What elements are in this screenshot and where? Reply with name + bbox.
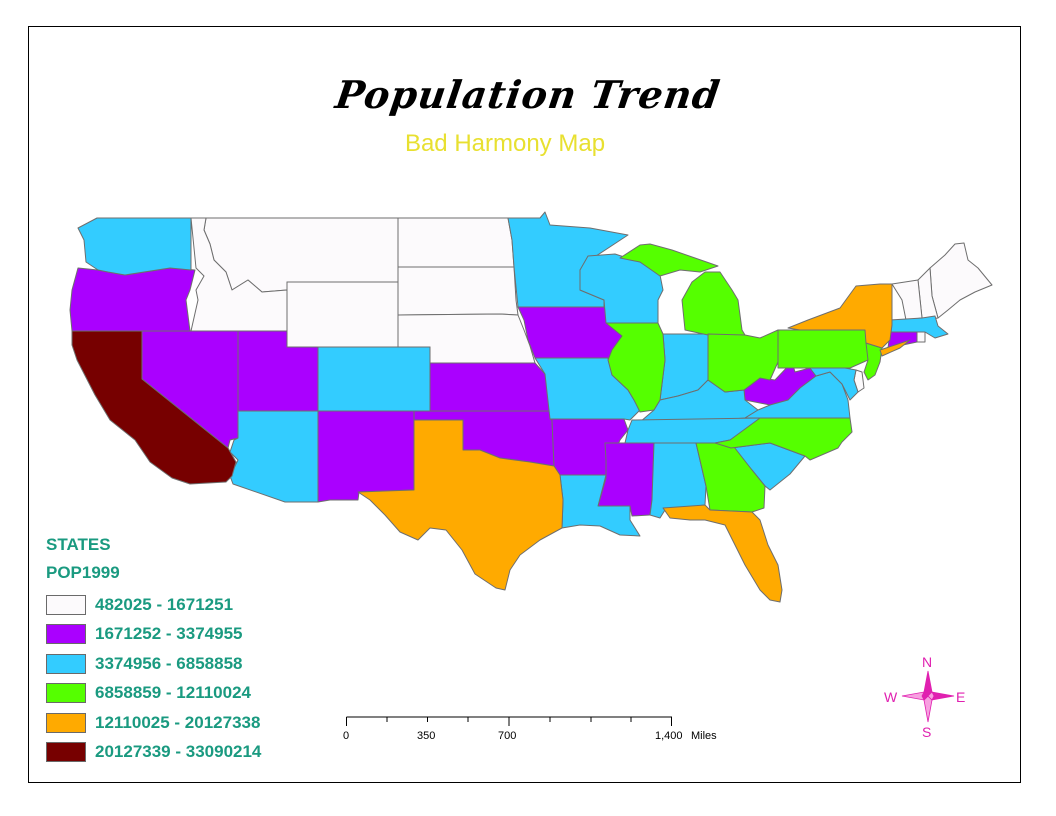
state-idaho[interactable]	[190, 217, 288, 332]
state-wyoming[interactable]	[286, 281, 399, 348]
state-texas[interactable]	[357, 419, 564, 591]
legend-swatch	[46, 653, 86, 674]
legend-field-name: POP1999	[46, 563, 120, 582]
map-subtitle: Bad Harmony Map	[404, 130, 606, 157]
legend-label: 3374956 - 6858858	[95, 653, 243, 673]
map-frame	[28, 26, 1021, 783]
legend-layer-name: STATES	[46, 535, 111, 554]
state-massachusetts[interactable]	[889, 315, 949, 339]
scale-label-0: 0	[343, 730, 350, 742]
legend-label: 20127339 - 33090214	[95, 742, 262, 762]
legend-label: 12110025 - 20127338	[95, 712, 261, 732]
state-rhode-island[interactable]	[916, 331, 926, 343]
legend-swatch	[46, 624, 86, 645]
state-new-jersey[interactable]	[863, 342, 883, 381]
legend-swatch	[46, 742, 86, 763]
state-north-dakota[interactable]	[397, 217, 515, 268]
state-new-mexico[interactable]	[317, 410, 415, 503]
compass-n-label: N	[922, 654, 933, 670]
compass-w-label: W	[884, 689, 898, 705]
scale-label-350: 350	[417, 730, 436, 742]
state-california[interactable]	[71, 330, 237, 485]
compass-e-label: E	[956, 689, 966, 705]
state-illinois[interactable]	[605, 322, 666, 413]
compass-rose-icon	[901, 670, 955, 723]
state-oregon[interactable]	[69, 267, 196, 332]
scale-label-1400: 1,400	[655, 730, 683, 742]
legend-item: 12110025 - 20127338	[46, 708, 261, 738]
legend-item: 482025 - 1671251	[46, 590, 261, 620]
state-maine[interactable]	[929, 242, 993, 319]
legend-swatch	[46, 594, 86, 615]
state-florida[interactable]	[662, 504, 783, 603]
legend-item: 1671252 - 3374955	[46, 620, 261, 650]
legend: STATES POP1999 482025 - 1671251 1671252 …	[46, 534, 261, 767]
state-ohio[interactable]	[707, 329, 779, 393]
legend-label: 482025 - 1671251	[95, 594, 234, 614]
state-south-dakota[interactable]	[397, 266, 519, 316]
state-long-island[interactable]	[879, 339, 911, 357]
scale-label-700: 700	[498, 730, 517, 742]
state-michigan-up[interactable]	[619, 243, 719, 277]
state-georgia[interactable]	[695, 442, 766, 513]
state-colorado[interactable]	[317, 346, 431, 412]
legend-item: 6858859 - 12110024	[46, 679, 261, 709]
scale-units: Miles	[691, 730, 717, 742]
legend-swatch	[46, 683, 86, 704]
state-kansas[interactable]	[429, 362, 551, 412]
state-michigan-lp[interactable]	[681, 271, 746, 336]
legend-item: 20127339 - 33090214	[46, 738, 261, 768]
state-washington[interactable]	[77, 217, 192, 276]
state-mississippi[interactable]	[597, 442, 655, 517]
state-new-york[interactable]	[787, 283, 893, 349]
compass-s-label: S	[922, 724, 932, 740]
scale-bar-ruler	[346, 716, 672, 726]
state-pennsylvania[interactable]	[777, 329, 873, 369]
legend-swatch	[46, 712, 86, 733]
state-vermont[interactable]	[891, 279, 923, 321]
state-arizona[interactable]	[229, 410, 319, 503]
state-north-carolina[interactable]	[714, 417, 853, 461]
legend-label: 6858859 - 12110024	[95, 683, 251, 703]
state-maryland[interactable]	[799, 367, 859, 401]
legend-item: 3374956 - 6858858	[46, 649, 261, 679]
north-arrow: N S W E	[880, 654, 970, 744]
legend-label: 1671252 - 3374955	[95, 624, 243, 644]
